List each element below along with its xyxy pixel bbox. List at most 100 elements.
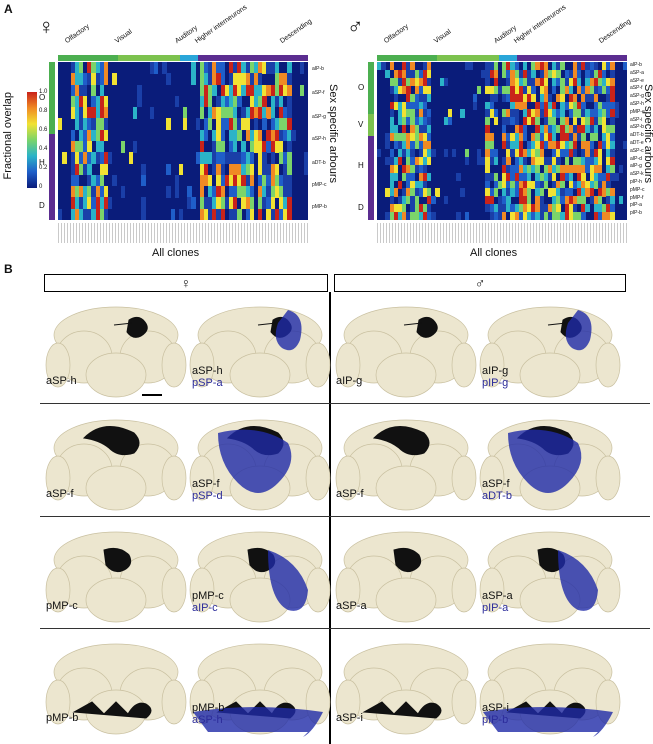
heatmap-cell (585, 188, 590, 197)
heatmap-cell (389, 117, 394, 126)
heatmap-cell (585, 180, 590, 189)
heatmap-cell (393, 172, 399, 181)
group-bar-segment (368, 136, 374, 196)
heatmap-cell (572, 204, 578, 213)
heatmap-cell (422, 101, 428, 110)
secondary-neuron: aIP-c (192, 602, 218, 614)
heatmap-cell (552, 125, 557, 134)
heatmap-cell (560, 109, 565, 118)
heatmap-cell (418, 204, 424, 213)
secondary-neuron: pSP-a (192, 377, 223, 389)
heatmap-cell (493, 93, 499, 102)
heatmap-cell (493, 188, 499, 197)
heatmap-cell (137, 84, 142, 97)
heatmap-cell (249, 141, 255, 153)
heatmap-cell (506, 93, 511, 102)
heatmap-cell (535, 141, 540, 150)
heatmap-cell (74, 73, 80, 85)
heatmap-cell (103, 118, 109, 130)
heatmap-cell (485, 204, 490, 213)
heatmap-cell (278, 95, 284, 108)
primary-neuron: aSP-h (46, 375, 77, 387)
heatmap-cell (287, 118, 292, 130)
heatmap-cell (581, 212, 586, 220)
heatmap-cell (589, 141, 594, 150)
heatmap-cell (199, 208, 205, 220)
heatmap-cell (539, 148, 544, 158)
heatmap-cell (212, 208, 217, 220)
heatmap-cell (456, 172, 461, 181)
heatmap-cell (70, 197, 75, 209)
heatmap-cell (233, 107, 238, 119)
heatmap-cell (287, 84, 292, 97)
heatmap-cell (389, 109, 394, 118)
heatmap-cell (518, 156, 524, 165)
heatmap-cell (427, 188, 432, 197)
heatmap-cell (531, 85, 536, 94)
heatmap-cell (606, 164, 611, 173)
heatmap-cell (485, 172, 490, 181)
heatmap-cell (568, 204, 574, 213)
heatmap-cell (518, 69, 524, 79)
heatmap-cell (410, 133, 415, 142)
left-category-label: Higher interneurons (193, 3, 249, 46)
heatmap-cell (266, 163, 271, 176)
neuron-label: pMP-b (46, 712, 78, 724)
heatmap-cell (610, 77, 615, 86)
heatmap-cell (518, 133, 524, 142)
heatmap-cell (208, 107, 213, 119)
heatmap-cell (220, 208, 225, 220)
brain-panel: aSP-h (44, 295, 187, 402)
male-header-box: ♂ (334, 274, 626, 292)
heatmap-cell (208, 152, 213, 164)
heatmap-cell (502, 93, 507, 102)
heatmap-cell (497, 204, 503, 213)
neuron-label: aSP-a pIP-a (482, 590, 513, 614)
heatmap-cell (274, 118, 280, 130)
heatmap-cell (228, 129, 234, 142)
row-label: aSP-f (312, 90, 325, 96)
heatmap-cell (220, 107, 225, 119)
heatmap-cell (191, 73, 196, 85)
heatmap-cell (539, 62, 544, 71)
heatmap-cell (287, 174, 292, 187)
heatmap-cell (493, 109, 499, 118)
heatmap-cell (253, 62, 259, 74)
heatmap-cell (133, 107, 138, 119)
heatmap-cell (406, 77, 411, 86)
heatmap-cell (597, 188, 603, 197)
heatmap-cell (258, 84, 263, 97)
heatmap-cell (422, 141, 428, 150)
heatmap-cell (203, 163, 209, 176)
heatmap-cell (203, 174, 209, 187)
heatmap-cell (278, 186, 284, 198)
heatmap-cell (568, 93, 574, 102)
heatmap-cell (70, 208, 75, 220)
heatmap-cell (539, 109, 544, 118)
heatmap-cell (514, 141, 519, 150)
heatmap-cell (266, 174, 271, 187)
heatmap-cell (506, 172, 511, 181)
heatmap-cell (493, 62, 499, 71)
heatmap-cell (278, 84, 284, 97)
heatmap-cell (95, 152, 100, 164)
heatmap-cell (497, 180, 503, 189)
heatmap-cell (216, 129, 221, 142)
heatmap-cell (87, 152, 92, 164)
heatmap-cell (427, 204, 432, 213)
heatmap-cell (539, 133, 544, 142)
heatmap-cell (531, 109, 536, 118)
heatmap-cell (597, 180, 603, 189)
heatmap-cell (472, 101, 478, 110)
heatmap-cell (270, 118, 275, 130)
heatmap-cell (568, 180, 574, 189)
heatmap-cell (208, 208, 213, 220)
heatmap-cell (258, 197, 263, 209)
heatmap-cell (208, 73, 213, 85)
heatmap-cell (74, 208, 80, 220)
brain-panel: aSP-f aDT-b (478, 408, 621, 515)
heatmap-cell (262, 118, 267, 130)
group-bar-segment (368, 62, 374, 114)
heatmap-cell (602, 212, 607, 220)
heatmap-cell (224, 84, 230, 97)
